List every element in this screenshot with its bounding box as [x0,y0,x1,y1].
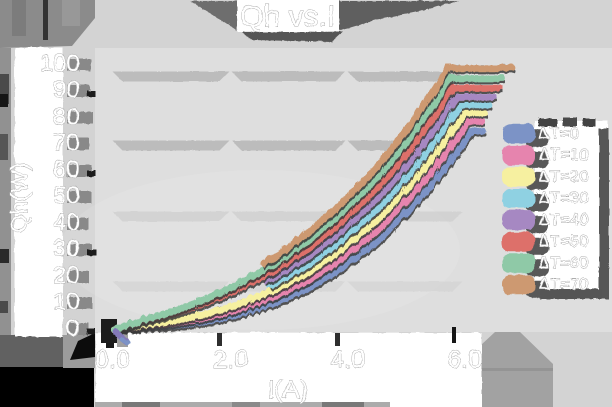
svg-text:Qh vs.I: Qh vs.I [239,0,334,33]
svg-text:40: 40 [52,209,79,236]
svg-text:100: 100 [39,50,79,77]
svg-text:ΔT=0: ΔT=0 [538,125,579,142]
svg-text:2.0: 2.0 [213,345,248,373]
svg-text:ΔT=50: ΔT=50 [538,232,588,249]
svg-text:ΔT=60: ΔT=60 [538,254,588,271]
svg-text:10: 10 [52,288,79,315]
svg-text:ΔT=20: ΔT=20 [538,168,588,185]
svg-text:ΔT=70: ΔT=70 [538,276,588,293]
svg-text:50: 50 [52,182,79,209]
svg-text:6.0: 6.0 [447,345,482,373]
svg-text:20: 20 [52,262,79,289]
svg-text:0.0: 0.0 [95,345,130,373]
svg-text:0: 0 [66,315,79,342]
svg-text:30: 30 [52,235,79,262]
svg-text:Qh(W): Qh(W) [6,162,33,233]
svg-text:90: 90 [52,76,79,103]
svg-text:ΔT=40: ΔT=40 [538,211,588,228]
svg-text:ΔT=30: ΔT=30 [538,189,588,206]
svg-text:I(A): I(A) [267,375,307,403]
svg-text:ΔT=10: ΔT=10 [538,146,588,163]
svg-text:60: 60 [52,156,79,183]
svg-text:80: 80 [52,103,79,130]
svg-text:70: 70 [52,129,79,156]
svg-text:4.0: 4.0 [330,345,365,373]
